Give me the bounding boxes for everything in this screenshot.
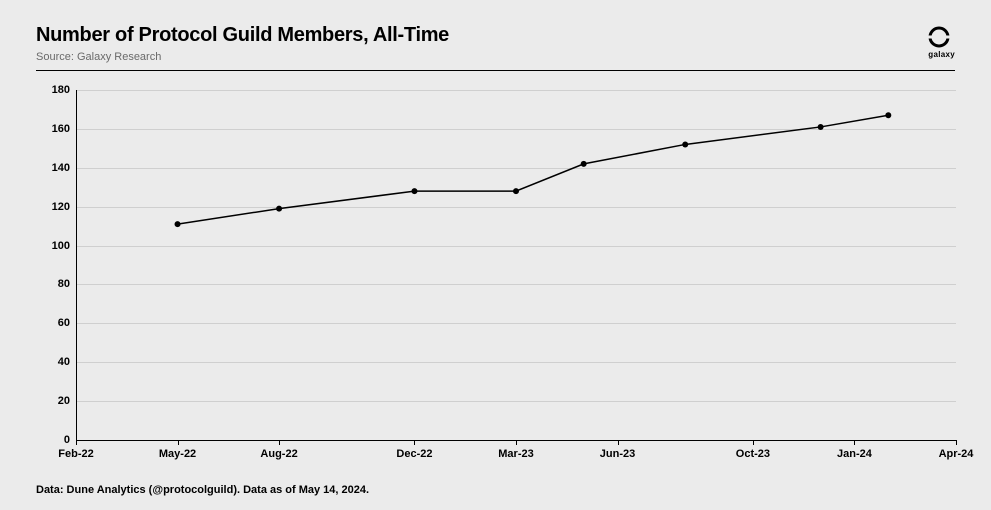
- data-marker: [513, 188, 519, 194]
- data-marker: [885, 112, 891, 118]
- header: Number of Protocol Guild Members, All-Ti…: [36, 24, 955, 63]
- chart-container: Number of Protocol Guild Members, All-Ti…: [0, 0, 991, 510]
- chart-subtitle: Source: Galaxy Research: [36, 51, 955, 63]
- header-divider: [36, 70, 955, 71]
- data-marker: [175, 221, 181, 227]
- brand-logo-text: galaxy: [928, 50, 955, 59]
- data-marker: [581, 161, 587, 167]
- line-chart: 020406080100120140160180Feb-22May-22Aug-…: [36, 90, 956, 460]
- brand-logo: galaxy: [928, 26, 955, 59]
- data-line: [178, 115, 889, 224]
- data-marker: [682, 141, 688, 147]
- chart-title: Number of Protocol Guild Members, All-Ti…: [36, 24, 955, 47]
- footnote: Data: Dune Analytics (@protocolguild). D…: [36, 484, 369, 496]
- data-marker: [411, 188, 417, 194]
- galaxy-logo-icon: [928, 26, 950, 48]
- data-marker: [818, 124, 824, 130]
- chart-svg: [36, 90, 966, 450]
- data-marker: [276, 206, 282, 212]
